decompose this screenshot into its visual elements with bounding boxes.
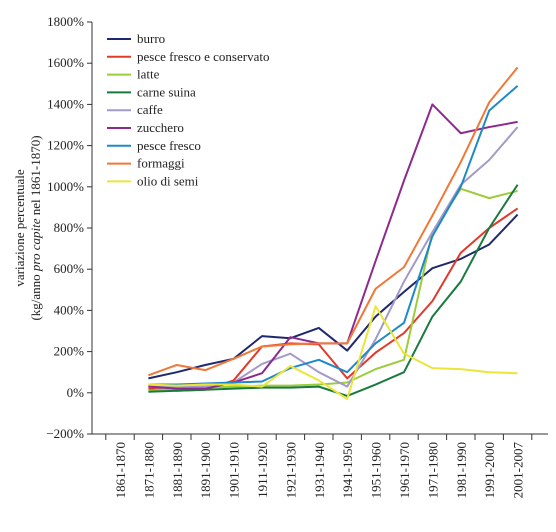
y-axis-label-part: pro capite — [28, 218, 43, 272]
x-tick-label: 1941-1950 — [340, 442, 355, 498]
x-tick-label: 1951-1960 — [369, 442, 384, 498]
x-tick-label: 1901-1910 — [227, 442, 242, 498]
x-tick-label: 1871-1880 — [141, 442, 156, 498]
x-tick-label: 1861-1870 — [113, 442, 128, 498]
y-tick-label: 600% — [54, 261, 85, 276]
x-tick-label: 1971-1980 — [425, 442, 440, 498]
x-tick-label: 1881-1890 — [170, 442, 185, 498]
y-tick-label: 1400% — [47, 96, 84, 111]
y-tick-label: 1600% — [47, 55, 84, 70]
y-tick-label: 800% — [54, 220, 85, 235]
x-tick-label: 1981-1990 — [454, 442, 469, 498]
series-line — [148, 126, 519, 388]
y-tick-label: 1000% — [47, 179, 84, 194]
series-line — [148, 103, 518, 390]
y-tick-label: 1800% — [47, 14, 84, 29]
y-tick-label: 200% — [54, 344, 85, 359]
legend-label: formaggi — [137, 156, 185, 171]
x-tick-label: 1991-2000 — [482, 442, 497, 498]
x-tick-label: 1931-1940 — [312, 442, 327, 498]
legend-label: pesce fresco — [137, 138, 201, 153]
x-tick-label: 1911-1920 — [255, 442, 270, 498]
legend-label: zucchero — [137, 120, 184, 135]
x-tick-label: 2001-2007 — [511, 442, 526, 499]
y-axis-label-part: nel 1861-1870) — [28, 135, 43, 218]
series-line — [148, 66, 519, 377]
y-tick-label: 0% — [67, 385, 85, 400]
legend-label: olio di semi — [137, 173, 199, 188]
y-axis-label: (kg/anno pro capite nel 1861-1870) — [28, 135, 43, 320]
y-tick-label: −200% — [46, 426, 84, 441]
series-line — [148, 85, 519, 386]
legend-label: caffe — [137, 102, 163, 117]
series-line — [148, 207, 519, 392]
y-axis-label-part: (kg/anno — [28, 271, 43, 320]
legend-label: latte — [137, 67, 160, 82]
y-axis-label: variazione percentuale — [12, 169, 27, 287]
series-line — [148, 184, 519, 397]
y-tick-label: 400% — [54, 302, 85, 317]
legend-label: carne suina — [137, 84, 196, 99]
x-tick-label: 1921-1930 — [283, 442, 298, 498]
legend-label: pesce fresco e conservato — [137, 49, 269, 64]
x-tick-label: 1891-1900 — [198, 442, 213, 498]
series-line — [148, 305, 518, 400]
x-tick-label: 1961-1970 — [397, 442, 412, 498]
y-tick-label: 1200% — [47, 138, 84, 153]
legend-label: burro — [137, 31, 165, 46]
series-line — [148, 213, 519, 380]
